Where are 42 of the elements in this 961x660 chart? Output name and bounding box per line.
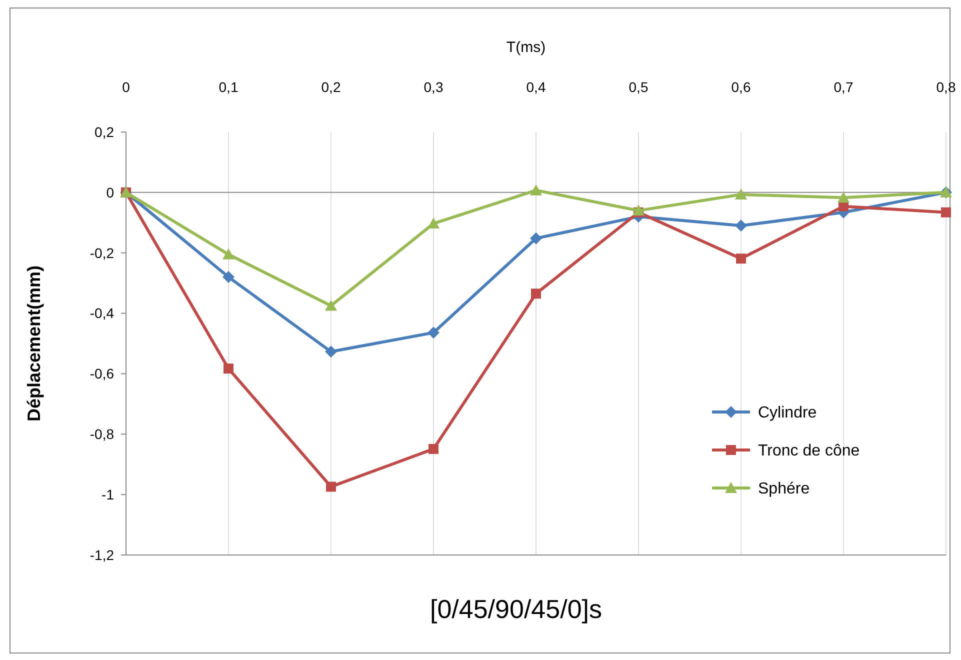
point (325, 300, 337, 311)
point (838, 192, 850, 203)
y-tick-label: 0,2 (94, 124, 114, 140)
x-tick-label: 0,1 (218, 79, 238, 95)
y-tick-label: -0,8 (90, 426, 114, 442)
point (838, 201, 848, 212)
point (428, 326, 440, 339)
y-tick-label: -0,4 (90, 305, 114, 322)
point (224, 364, 234, 374)
x-tick-label: 0,4 (526, 79, 546, 95)
x-tick-label: 0,5 (628, 79, 648, 95)
point (941, 207, 951, 218)
text: [0/45/90/45/0]s (430, 594, 602, 624)
point (735, 188, 747, 200)
legend-label: Cylindre (758, 404, 817, 422)
legend-label: Sphére (758, 480, 810, 498)
y-tick-label: -1,2 (90, 546, 114, 563)
point (735, 220, 747, 232)
point (428, 444, 438, 454)
x-tick-label: 0,2 (321, 79, 341, 95)
x-tick-label: 0,7 (834, 79, 854, 95)
legend-label: Tronc de cône (758, 442, 860, 460)
y-tick-label: 0 (106, 184, 114, 200)
x-axis-title: T(ms) (506, 39, 546, 56)
y-axis-title: Déplacement(mm) (24, 265, 44, 422)
point (736, 254, 746, 264)
y-tick-label: -0,2 (90, 244, 114, 261)
point (428, 218, 440, 229)
point (222, 271, 234, 284)
y-tick-label: -1 (102, 486, 114, 502)
x-tick-label: 0 (122, 79, 130, 95)
x-tick-label: 0,8 (936, 79, 956, 95)
y-tick-label: -0,6 (90, 366, 114, 382)
x-tick-label: 0,6 (731, 79, 751, 95)
point (325, 346, 337, 358)
point (530, 184, 542, 196)
point (531, 288, 541, 299)
x-tick-label: 0,3 (424, 79, 444, 95)
point (632, 204, 644, 216)
point (530, 232, 542, 244)
point (326, 482, 336, 492)
point (222, 248, 234, 260)
